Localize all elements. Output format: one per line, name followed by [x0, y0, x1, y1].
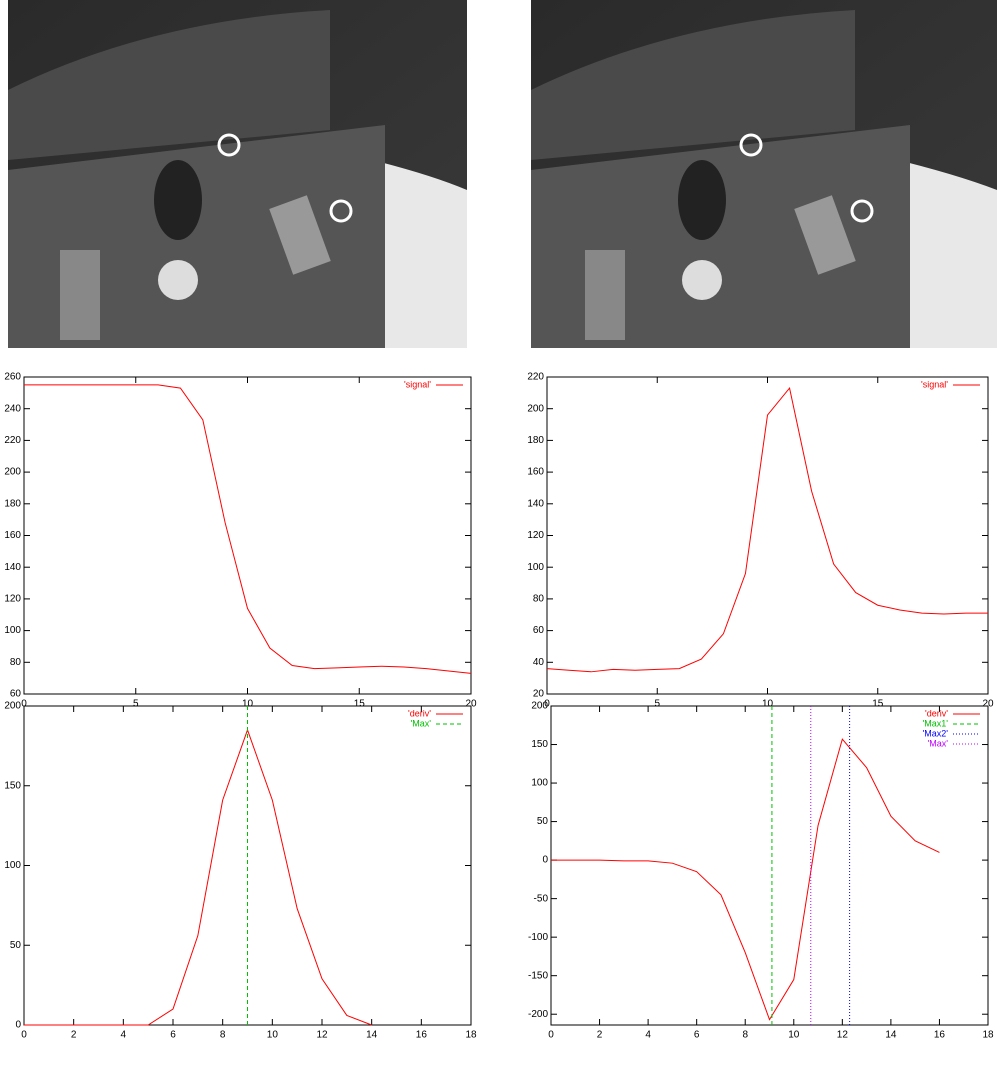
legend-label: 'Max1': [923, 718, 949, 728]
y-tick-label: 180: [527, 435, 544, 446]
y-tick-label: 20: [533, 689, 545, 700]
y-tick-label: -100: [528, 932, 548, 943]
x-tick-label: 0: [21, 699, 27, 710]
y-tick-label: 200: [531, 701, 548, 712]
legend-label: 'signal': [921, 379, 948, 389]
x-tick-label: 18: [982, 1030, 994, 1041]
y-tick-label: 200: [527, 403, 544, 414]
x-tick-label: 14: [885, 1030, 897, 1041]
x-tick-label: 10: [242, 699, 254, 710]
x-tick-label: 18: [465, 1030, 477, 1041]
x-tick-label: 5: [654, 699, 660, 710]
photo-right: [531, 0, 997, 348]
x-tick-label: 14: [366, 1030, 378, 1041]
data-line: [24, 384, 472, 674]
y-tick-label: 100: [531, 778, 548, 789]
y-tick-label: 160: [527, 467, 544, 478]
plot-frame: [23, 376, 472, 695]
x-tick-label: 16: [934, 1030, 946, 1041]
x-tick-label: 5: [133, 699, 139, 710]
y-tick-label: 0: [542, 855, 548, 866]
legend-label: 'Max': [411, 718, 432, 728]
data-line: [546, 386, 988, 673]
y-tick-label: 240: [4, 403, 21, 414]
x-tick-label: 6: [170, 1030, 176, 1041]
legend-label: 'deriv': [408, 708, 431, 718]
x-tick-label: 8: [742, 1030, 748, 1041]
data-line: [24, 728, 372, 1026]
x-tick-label: 16: [416, 1030, 428, 1041]
x-tick-label: 20: [465, 699, 477, 710]
plot-frame: [23, 705, 472, 1026]
y-tick-label: 100: [527, 562, 544, 573]
legend-label: 'deriv': [925, 708, 948, 718]
x-tick-label: 10: [762, 699, 774, 710]
y-tick-label: 80: [10, 657, 22, 668]
x-tick-label: 10: [788, 1030, 800, 1041]
y-tick-label: -50: [534, 893, 549, 904]
x-tick-label: 12: [316, 1030, 328, 1041]
y-tick-label: 100: [4, 625, 21, 636]
y-tick-label: 140: [4, 562, 21, 573]
y-tick-label: 60: [533, 625, 545, 636]
y-tick-label: 50: [537, 816, 549, 827]
plot-frame: [550, 705, 989, 1026]
y-tick-label: 120: [4, 594, 21, 605]
x-tick-label: 6: [694, 1030, 700, 1041]
legend-label: 'Max2': [923, 728, 949, 738]
y-tick-label: 260: [4, 372, 21, 383]
x-tick-label: 4: [121, 1030, 127, 1041]
y-tick-label: 220: [4, 435, 21, 446]
y-tick-label: 0: [15, 1020, 21, 1031]
y-tick-label: 150: [531, 739, 548, 750]
x-tick-label: 15: [354, 699, 366, 710]
y-tick-label: 220: [527, 372, 544, 383]
y-tick-label: 80: [533, 594, 545, 605]
y-tick-label: 100: [4, 860, 21, 871]
x-tick-label: 8: [220, 1030, 226, 1041]
x-tick-label: 10: [267, 1030, 279, 1041]
y-tick-label: -150: [528, 970, 548, 981]
x-tick-label: 4: [645, 1030, 651, 1041]
x-tick-label: 2: [597, 1030, 603, 1041]
x-tick-label: 12: [837, 1030, 849, 1041]
x-tick-label: 2: [71, 1030, 77, 1041]
y-tick-label: -200: [528, 1009, 548, 1020]
x-tick-label: 0: [21, 1030, 27, 1041]
plot-frame: [546, 376, 989, 695]
y-tick-label: 160: [4, 530, 21, 541]
y-tick-label: 150: [4, 780, 21, 791]
x-tick-label: 15: [872, 699, 884, 710]
x-tick-label: 0: [544, 699, 550, 710]
y-tick-label: 200: [4, 467, 21, 478]
y-tick-label: 140: [527, 498, 544, 509]
photo-left: [8, 0, 467, 348]
legend-label: 'Max': [928, 738, 949, 748]
y-tick-label: 40: [533, 657, 545, 668]
data-line: [551, 738, 940, 1021]
y-tick-label: 180: [4, 498, 21, 509]
x-tick-label: 20: [982, 699, 994, 710]
legend-label: 'signal': [404, 379, 431, 389]
y-tick-label: 200: [4, 701, 21, 712]
y-tick-label: 120: [527, 530, 544, 541]
y-tick-label: 50: [10, 940, 22, 951]
y-tick-label: 60: [10, 689, 22, 700]
x-tick-label: 0: [548, 1030, 554, 1041]
